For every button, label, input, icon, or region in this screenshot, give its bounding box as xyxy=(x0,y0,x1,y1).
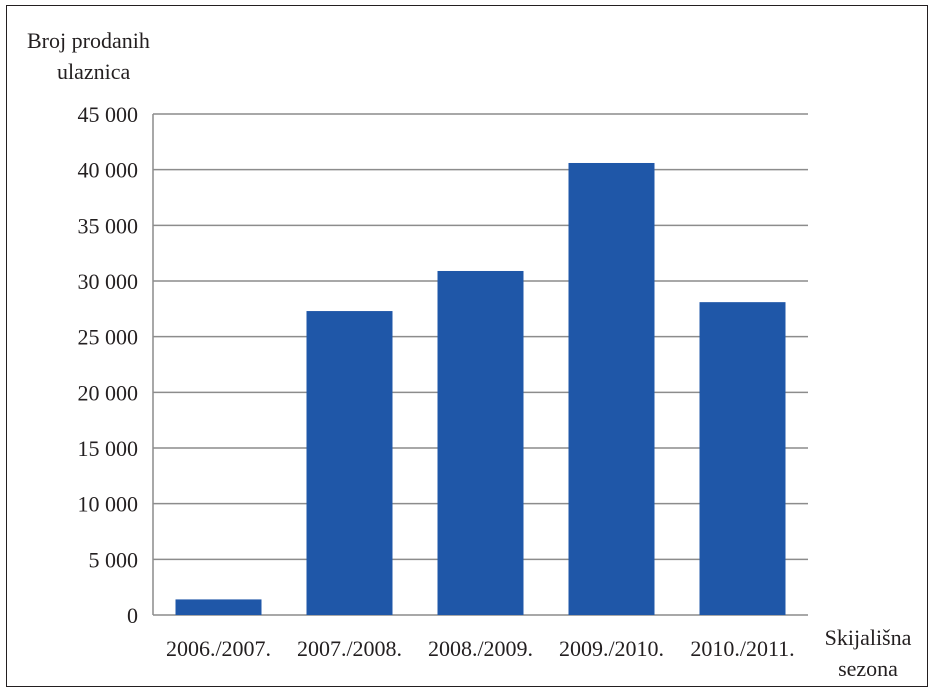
y-tick-label: 10 000 xyxy=(78,492,139,517)
bar-2009./2010. xyxy=(568,162,655,615)
bars xyxy=(175,162,786,615)
y-axis-label-line-2: ulaznica xyxy=(57,59,131,84)
y-axis-label-line-1: Broj prodanih xyxy=(27,28,150,53)
y-tick-label: 35 000 xyxy=(78,213,139,238)
x-tick-label: 2010./2011. xyxy=(690,636,794,661)
x-tick-label: 2008./2009. xyxy=(428,636,533,661)
y-tick-label: 30 000 xyxy=(78,269,139,294)
y-tick-label: 40 000 xyxy=(78,158,139,183)
y-tick-labels: 0 5 000 10 000 15 000 20 000 25 000 30 000 35 0… xyxy=(78,102,139,628)
y-tick-label: 15 000 xyxy=(78,436,139,461)
x-tick-label: 2007./2008. xyxy=(297,636,402,661)
bar-2007./2008. xyxy=(306,311,393,615)
x-axis-label-line-1: Skijališna xyxy=(825,625,912,650)
bar-2010./2011. xyxy=(699,302,786,615)
x-tick-labels: 2006./2007. 2007./2008. 2008./2009. 2009./2… xyxy=(166,636,795,661)
x-axis-label-line-2: sezona xyxy=(838,656,898,681)
gridlines xyxy=(152,113,808,616)
x-tick-label: 2006./2007. xyxy=(166,636,271,661)
y-tick-label: 25 000 xyxy=(78,325,139,350)
bar-2006./2007. xyxy=(175,599,262,615)
y-tick-label: 0 xyxy=(127,603,138,628)
x-tick-label: 2009./2010. xyxy=(559,636,664,661)
bar-2008./2009. xyxy=(437,270,524,615)
y-tick-label: 45 000 xyxy=(78,102,139,127)
y-tick-label: 5 000 xyxy=(89,547,139,572)
y-tick-label: 20 000 xyxy=(78,380,139,405)
